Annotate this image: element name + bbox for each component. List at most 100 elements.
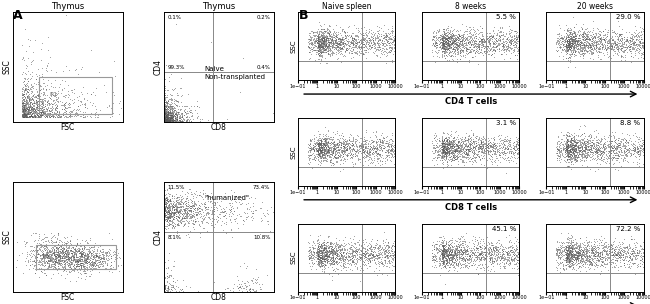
Point xyxy=(618,253,628,258)
Point xyxy=(178,201,188,206)
Point xyxy=(497,251,508,256)
Point xyxy=(317,50,328,54)
Point xyxy=(44,94,54,99)
Point xyxy=(358,238,368,243)
Point xyxy=(311,39,321,44)
Point xyxy=(443,36,454,40)
Point xyxy=(491,156,501,161)
Point xyxy=(556,151,567,156)
Point xyxy=(631,43,642,48)
Point xyxy=(476,31,487,36)
Point xyxy=(468,43,478,47)
Point xyxy=(569,253,580,258)
Point xyxy=(47,93,58,98)
Point xyxy=(77,253,87,258)
Point xyxy=(604,42,615,47)
Point xyxy=(71,265,81,270)
Point xyxy=(444,257,454,261)
Point xyxy=(445,141,455,146)
Point xyxy=(329,140,339,145)
Point xyxy=(448,32,458,36)
Point xyxy=(632,251,643,256)
Point xyxy=(36,261,46,266)
Point xyxy=(570,145,580,150)
Point xyxy=(433,250,443,255)
Point xyxy=(590,144,600,149)
Point xyxy=(314,36,324,41)
Point xyxy=(503,146,514,151)
Point xyxy=(560,256,571,261)
Point xyxy=(227,196,238,201)
Point xyxy=(560,263,571,268)
Point xyxy=(463,149,474,154)
Point xyxy=(106,256,116,261)
Point xyxy=(465,36,475,41)
Point xyxy=(42,245,52,250)
Point xyxy=(571,149,581,154)
Point xyxy=(340,145,350,150)
Point xyxy=(233,285,244,290)
Point xyxy=(444,41,454,46)
Point xyxy=(595,256,606,261)
Point xyxy=(20,111,30,116)
Point xyxy=(183,212,194,217)
Point xyxy=(81,261,91,266)
Point xyxy=(72,261,83,266)
Point xyxy=(322,148,332,153)
Point xyxy=(340,49,350,54)
Point xyxy=(569,267,579,272)
Point xyxy=(449,259,460,264)
Point xyxy=(348,244,358,249)
Point xyxy=(439,39,450,44)
Point xyxy=(40,114,51,119)
Point xyxy=(318,41,328,46)
Point xyxy=(431,242,441,247)
Point xyxy=(310,142,320,147)
Point xyxy=(313,39,323,44)
Point xyxy=(118,261,128,266)
Point xyxy=(608,45,619,50)
Point xyxy=(343,50,354,54)
Point xyxy=(62,260,73,265)
Point xyxy=(444,157,454,162)
Point xyxy=(160,118,170,123)
Point xyxy=(562,240,573,245)
Point xyxy=(354,245,364,250)
Point xyxy=(224,201,235,206)
Point xyxy=(42,107,53,112)
Point xyxy=(313,141,324,146)
Point xyxy=(438,146,448,151)
Point xyxy=(322,259,333,264)
Point xyxy=(486,145,496,150)
Point xyxy=(81,114,92,119)
Point xyxy=(579,154,590,158)
Point xyxy=(463,40,473,44)
Point xyxy=(326,154,337,159)
Point xyxy=(49,254,60,259)
Point xyxy=(560,252,570,257)
Point xyxy=(480,256,490,261)
Point xyxy=(630,47,641,52)
Text: 0.2%: 0.2% xyxy=(257,16,270,20)
Point xyxy=(567,248,577,253)
Point xyxy=(484,40,494,45)
Point xyxy=(169,118,179,123)
Point xyxy=(380,34,391,39)
Point xyxy=(618,258,628,263)
Point xyxy=(354,29,364,33)
Point xyxy=(586,253,597,257)
Point xyxy=(57,107,67,112)
Point xyxy=(463,142,474,147)
Point xyxy=(466,257,476,262)
Point xyxy=(57,240,67,244)
Point xyxy=(568,145,578,150)
Point xyxy=(484,156,494,161)
Point xyxy=(304,44,315,49)
Point xyxy=(168,112,178,116)
Point xyxy=(377,161,387,166)
Point xyxy=(453,148,463,153)
Point xyxy=(320,47,331,51)
Point xyxy=(454,149,464,154)
Point xyxy=(586,243,597,247)
Point xyxy=(185,116,195,121)
